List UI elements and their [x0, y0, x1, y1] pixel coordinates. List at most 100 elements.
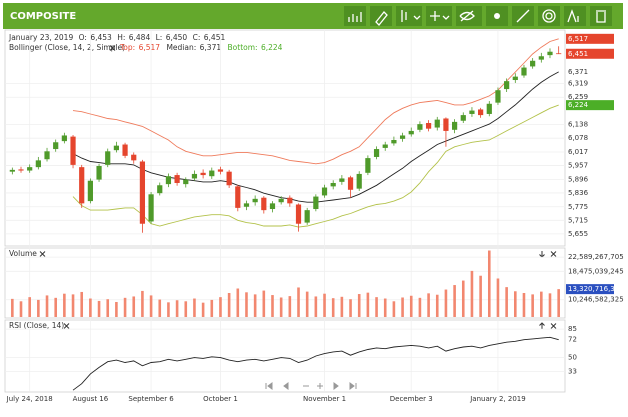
volume-bar — [45, 295, 49, 317]
candle-body — [339, 178, 345, 182]
candle-body — [356, 173, 362, 189]
volume-bar — [19, 301, 23, 317]
x-tick-label: September 6 — [128, 395, 174, 403]
volume-bar — [184, 301, 188, 317]
close-icon[interactable] — [109, 45, 116, 51]
volume-bar — [141, 290, 144, 317]
candle-body — [321, 187, 328, 196]
candle-body — [382, 144, 388, 148]
volume-bar — [444, 289, 448, 317]
candle-body — [226, 171, 232, 186]
volume-bar — [548, 293, 552, 317]
rsi-line — [72, 336, 559, 391]
y-tick-label: 85 — [568, 325, 577, 333]
candle-body — [70, 136, 76, 165]
volume-bar — [89, 298, 92, 317]
candle-body — [261, 197, 267, 211]
y-tick-label: 5,775 — [568, 203, 588, 211]
volume-bar — [366, 292, 370, 317]
candle-body — [209, 170, 215, 177]
volume-bar — [80, 291, 84, 317]
value-marker: 6,224 — [568, 101, 589, 109]
volume-bar — [418, 297, 422, 317]
candle-body — [61, 135, 67, 142]
candle-body — [478, 109, 484, 116]
volume-bar — [505, 287, 508, 317]
volume-bar — [297, 287, 300, 317]
close-icon[interactable] — [63, 323, 70, 329]
volume-bar — [106, 299, 110, 317]
close-icon[interactable] — [39, 251, 46, 257]
y-tick-label: 6,138 — [568, 121, 588, 129]
volume-bar — [262, 290, 266, 317]
volume-bar — [11, 298, 14, 317]
y-tick-label: 33 — [568, 367, 577, 375]
value-marker: 72 — [568, 336, 577, 344]
navigation[interactable] — [265, 382, 357, 390]
candle-body — [313, 196, 319, 210]
candle-body — [538, 56, 544, 60]
volume-bar — [54, 297, 57, 317]
volume-bar — [167, 302, 170, 317]
x-tick-label: July 24, 2018 — [6, 395, 53, 403]
bollinger-line — [72, 38, 559, 165]
candle-body — [417, 124, 423, 130]
y-tick-label: 5,896 — [568, 175, 589, 183]
volume-bar — [531, 294, 534, 317]
candle-body — [139, 161, 146, 224]
candle-body — [469, 110, 475, 114]
volume-bar — [175, 300, 179, 317]
candle-body — [87, 180, 93, 202]
legend-value: 6,224 — [261, 43, 283, 52]
pane-controls[interactable] — [539, 322, 557, 329]
candle-body — [243, 203, 250, 207]
volume-bar — [227, 292, 231, 317]
volume-bar — [392, 301, 396, 317]
candle-body — [183, 179, 189, 185]
legend-value: 6,371 — [200, 43, 222, 52]
y-tick-label: 6,017 — [568, 148, 588, 156]
legend-label: H: — [117, 33, 125, 42]
volume-bar — [496, 278, 500, 317]
candle-body — [278, 198, 284, 203]
volume-bar — [383, 298, 387, 317]
value-marker: 6,371 — [568, 68, 588, 76]
legend-label: Top: — [119, 43, 135, 52]
volume-bar — [219, 297, 222, 317]
volume-bar — [37, 299, 40, 317]
volume-bar — [236, 288, 240, 317]
value-marker: 6,451 — [568, 50, 588, 58]
candle-body — [347, 177, 354, 190]
volume-bar — [314, 296, 318, 317]
candle-body — [35, 160, 41, 168]
legend-label: Bottom: — [228, 43, 258, 52]
legend-value: 6,451 — [204, 33, 226, 42]
candle-body — [547, 51, 553, 56]
candle-body — [9, 169, 15, 172]
volume-bar — [323, 293, 326, 317]
toolbar-icons[interactable] — [344, 6, 612, 26]
candle-body — [391, 139, 397, 144]
indicator-label: Bollinger (Close, 14, 2, Simple) — [9, 43, 125, 52]
candle-body — [486, 103, 492, 114]
rsi-title: RSI (Close, 14) — [9, 321, 64, 330]
legend-value: 6,450 — [166, 33, 188, 42]
volume-bar — [453, 285, 456, 317]
volume-bar — [149, 295, 153, 317]
candle-body — [18, 169, 24, 171]
legend-date: January 23, 2019 — [8, 33, 73, 42]
candle-body — [365, 158, 371, 173]
volume-bar — [522, 292, 526, 317]
candle-body — [287, 197, 293, 204]
volume-bar — [271, 295, 274, 317]
candle-body — [122, 144, 128, 156]
x-tick-label: January 2, 2019 — [469, 395, 525, 403]
volume-bar — [375, 297, 378, 317]
candle-body — [460, 115, 466, 121]
candle-body — [304, 210, 310, 223]
volume-bar — [123, 297, 127, 317]
volume-bar — [470, 270, 474, 317]
candle-body — [425, 123, 432, 129]
volume-bar — [28, 297, 31, 317]
